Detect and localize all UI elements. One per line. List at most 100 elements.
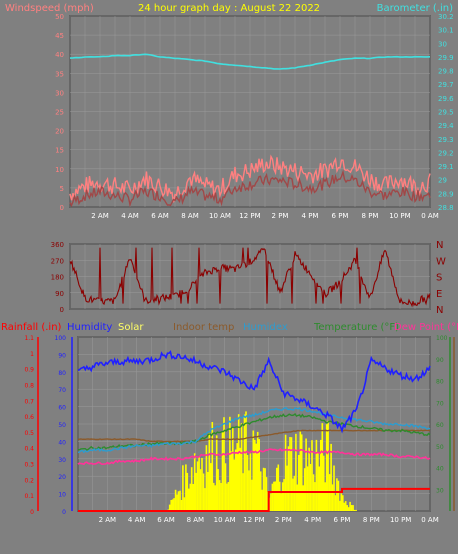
- solar-bar: [254, 439, 256, 511]
- solar-bar: [240, 423, 243, 511]
- legend-humidity: Humidity: [67, 322, 112, 333]
- compass-label: N: [436, 240, 443, 251]
- solar-bar: [189, 483, 192, 511]
- solar-bar: [233, 459, 236, 511]
- y-tick-label-rain: 0.5: [24, 430, 34, 437]
- y-tick-label-humidity: 40: [58, 439, 66, 446]
- y-tick-label-temperature: 100: [436, 335, 448, 342]
- y-tick-label-rain: 1.1: [24, 335, 34, 342]
- solar-bar: [271, 483, 274, 511]
- solar-bar: [273, 481, 275, 511]
- solar-bar: [259, 471, 262, 511]
- x-tick-label: 8 AM: [181, 212, 199, 220]
- series-humidity: [77, 350, 431, 434]
- solar-bar: [183, 497, 186, 511]
- legend-dewpoint: Dew Point (°F): [394, 322, 458, 333]
- solar-bar: [343, 502, 346, 511]
- y-tick-label-barometer: 28.9: [438, 190, 454, 198]
- solar-bar: [352, 505, 354, 511]
- solar-bar: [293, 475, 296, 511]
- y-tick-label-direction: 360: [51, 241, 64, 249]
- solar-bar: [349, 501, 351, 511]
- solar-bar: [195, 472, 197, 511]
- x-tick-label: 8 PM: [363, 516, 380, 524]
- x-tick-label: 2 AM: [91, 212, 109, 220]
- solar-bar: [303, 468, 306, 511]
- y-tick-label-humidity: 70: [58, 387, 66, 394]
- solar-bar: [261, 489, 263, 511]
- solar-bar: [249, 453, 252, 511]
- solar-bar: [199, 469, 202, 511]
- y-tick-label-humidity: 60: [58, 405, 66, 412]
- y-tick-label-barometer: 29.6: [438, 95, 454, 103]
- x-tick-label: 10 AM: [214, 516, 236, 524]
- solar-bar: [322, 455, 325, 511]
- solar-bar: [236, 443, 238, 511]
- series-barometer: [69, 53, 431, 70]
- solar-bar: [255, 443, 258, 511]
- series-windspeed: [69, 154, 431, 203]
- y-tick-label-humidity: 50: [58, 422, 66, 429]
- solar-bar: [325, 424, 328, 511]
- solar-bar: [342, 495, 344, 511]
- x-tick-label: 2 AM: [99, 516, 117, 524]
- solar-bar: [256, 431, 259, 511]
- y-tick-label-temperature: 90: [436, 357, 444, 364]
- solar-bar: [177, 491, 180, 511]
- y-tick-label-windspeed: 50: [55, 13, 64, 21]
- solar-bar: [340, 493, 343, 511]
- solar-bar: [355, 509, 357, 511]
- solar-bar: [205, 445, 208, 511]
- y-tick-label-windspeed: 45: [55, 32, 64, 40]
- y-tick-label-windspeed: 5: [60, 185, 64, 193]
- solar-bar: [215, 435, 218, 511]
- solar-bar: [296, 484, 299, 511]
- x-tick-label: 12 PM: [239, 212, 260, 220]
- solar-bar: [298, 455, 300, 511]
- solar-bar: [210, 463, 212, 511]
- solar-bar: [327, 420, 329, 511]
- y-tick-label-barometer: 30.1: [438, 27, 454, 35]
- y-tick-label-rain: 0.4: [24, 446, 34, 453]
- y-tick-label-rain: 0.1: [24, 493, 34, 500]
- legend-solar: Solar: [118, 322, 144, 333]
- solar-bar: [245, 411, 247, 511]
- x-tick-label: 2 PM: [275, 516, 292, 524]
- solar-bar: [176, 494, 178, 511]
- x-tick-label: 4 AM: [121, 212, 139, 220]
- legend-temperature: Temperature (°F): [313, 322, 399, 333]
- solar-bar: [202, 473, 205, 511]
- solar-bar: [232, 428, 234, 511]
- y-tick-label-barometer: 29.7: [438, 81, 454, 89]
- solar-bar: [265, 477, 268, 511]
- x-tick-label: 10 PM: [390, 516, 411, 524]
- y-tick-label-rain: 0.7: [24, 398, 34, 405]
- solar-bar: [353, 509, 356, 511]
- solar-bar: [333, 465, 335, 511]
- solar-bar: [170, 500, 172, 511]
- y-tick-label-temperature: 80: [436, 379, 444, 386]
- series-gust: [69, 169, 431, 208]
- solar-bar: [243, 414, 246, 511]
- x-tick-label: 8 PM: [362, 212, 379, 220]
- legend: Rainfall (.in) Humidity Solar Indoor tem…: [1, 322, 458, 333]
- rain-humidity-temp-panel: 2 AM 4 AM 6 AM 8 AM 10 AM 12 PM 2 PM 4 PM 6 PM 8 …: [24, 335, 455, 524]
- y-tick-label-humidity: 80: [58, 370, 66, 377]
- x-tick-label: 4 PM: [302, 212, 319, 220]
- solar-bar: [201, 458, 203, 511]
- solar-bar: [320, 439, 322, 511]
- y-tick-label-barometer: 29.9: [438, 54, 454, 62]
- solar-bar: [277, 464, 280, 511]
- solar-bar: [217, 469, 219, 511]
- solar-bar: [284, 434, 287, 511]
- solar-bar: [344, 501, 347, 511]
- y-tick-label-barometer: 30.2: [438, 13, 454, 21]
- solar-bar: [214, 485, 216, 511]
- y-tick-label-humidity: 30: [58, 457, 66, 464]
- y-tick-label-temperature: 50: [436, 444, 444, 451]
- y-tick-label-direction: 270: [51, 257, 64, 265]
- solar-bar: [212, 482, 215, 511]
